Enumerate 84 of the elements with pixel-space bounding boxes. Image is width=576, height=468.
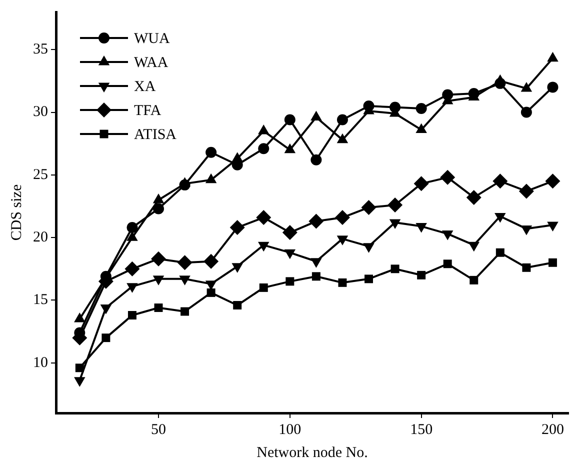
point xyxy=(545,174,560,189)
point xyxy=(336,133,348,144)
point xyxy=(258,124,270,134)
point xyxy=(233,300,242,310)
point xyxy=(417,270,426,280)
legend-label: ATISA xyxy=(134,126,177,143)
point xyxy=(364,274,373,284)
legend-label: WAA xyxy=(134,54,168,71)
point xyxy=(206,288,216,297)
point xyxy=(204,254,219,269)
y-axis-title: CDS size xyxy=(8,184,25,241)
x-tick-label: 200 xyxy=(541,422,564,438)
point xyxy=(259,283,268,292)
point xyxy=(230,220,245,236)
point xyxy=(282,225,298,240)
point xyxy=(520,106,532,118)
point xyxy=(153,203,164,214)
point xyxy=(416,102,427,114)
point xyxy=(336,114,348,126)
point xyxy=(179,179,190,190)
point xyxy=(547,82,558,93)
point xyxy=(334,210,350,226)
point xyxy=(258,143,270,154)
point xyxy=(492,174,508,189)
point xyxy=(126,231,138,241)
point xyxy=(361,200,376,215)
point xyxy=(152,193,164,204)
point xyxy=(466,190,482,205)
point xyxy=(440,170,456,185)
y-tick-label: 15 xyxy=(33,292,48,308)
point xyxy=(494,78,506,89)
point xyxy=(414,176,429,192)
x-axis-title: Network node No. xyxy=(256,444,368,461)
point xyxy=(154,303,163,312)
point xyxy=(284,143,296,154)
x-tick-label: 150 xyxy=(410,422,433,438)
point xyxy=(312,272,320,281)
point xyxy=(416,123,427,134)
point xyxy=(177,255,192,270)
y-tick-label: 10 xyxy=(33,354,48,371)
y-tick-label: 30 xyxy=(33,104,48,120)
point xyxy=(151,251,166,266)
point xyxy=(388,197,403,212)
y-tick-label: 25 xyxy=(33,166,48,183)
point xyxy=(152,276,164,286)
point xyxy=(180,307,190,316)
point xyxy=(124,261,140,276)
point xyxy=(443,260,452,268)
point xyxy=(284,114,296,126)
point xyxy=(338,278,347,287)
point xyxy=(520,82,532,92)
point xyxy=(310,154,322,166)
point xyxy=(126,222,138,234)
y-tick-label: 20 xyxy=(33,230,48,246)
point xyxy=(547,52,558,62)
point xyxy=(286,277,294,286)
point xyxy=(75,364,84,372)
y-tick-label: 35 xyxy=(33,42,48,58)
legend-label: WUA xyxy=(134,30,170,47)
point xyxy=(308,214,324,229)
point xyxy=(363,100,374,112)
point xyxy=(102,334,110,342)
point xyxy=(128,311,136,320)
point xyxy=(256,210,272,226)
point xyxy=(390,264,400,274)
point xyxy=(548,258,557,267)
legend-label: XA xyxy=(134,78,156,95)
point xyxy=(205,173,217,184)
point xyxy=(522,263,531,272)
point xyxy=(496,248,504,257)
point xyxy=(179,276,190,286)
point xyxy=(468,88,480,99)
point xyxy=(100,304,112,314)
point xyxy=(390,102,401,113)
point xyxy=(206,146,217,158)
point xyxy=(310,110,322,121)
point xyxy=(470,276,478,284)
x-tick-label: 100 xyxy=(278,422,302,438)
point xyxy=(74,377,86,387)
point xyxy=(518,184,534,199)
x-tick-label: 50 xyxy=(151,422,166,438)
point xyxy=(126,283,138,293)
point xyxy=(442,89,454,100)
legend-label: TFA xyxy=(134,102,162,119)
